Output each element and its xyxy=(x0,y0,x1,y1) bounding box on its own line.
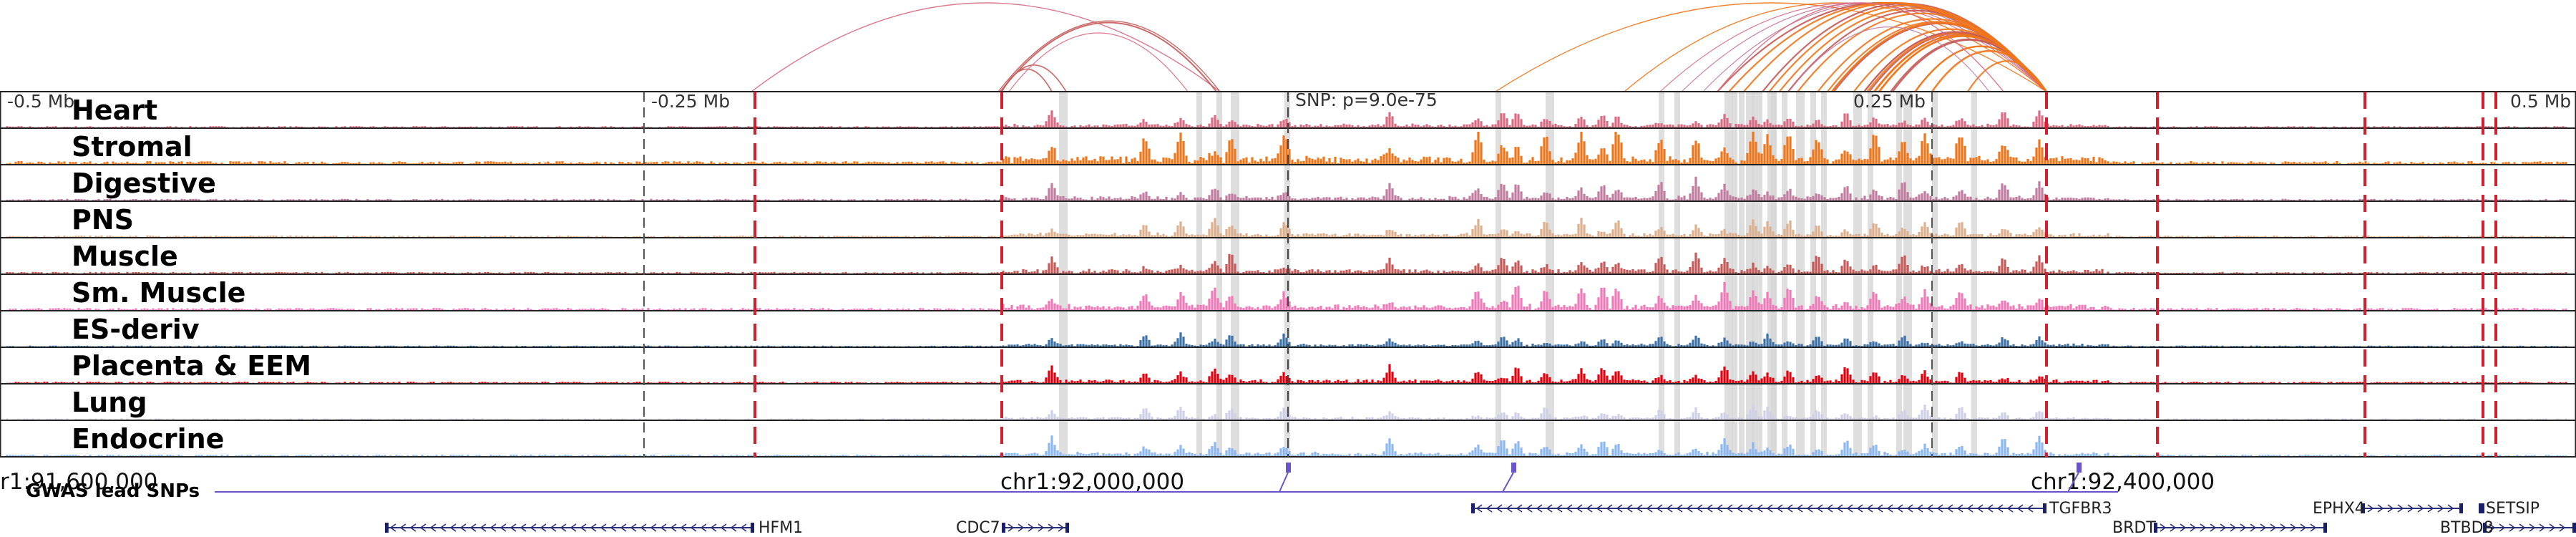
loop-arc-1 xyxy=(997,20,1221,92)
signal-es-deriv xyxy=(6,332,2567,347)
loop-arc-38 xyxy=(1967,60,2047,92)
gene-strand-arrows-cdc7 xyxy=(1008,523,1065,532)
gene-exon-end-hfm1 xyxy=(751,523,754,533)
scale-label-minus-0.25mb: -0.25 Mb xyxy=(651,91,730,112)
signal-pns xyxy=(6,218,2567,237)
gene-label-ephx4: EPHX4 xyxy=(2313,500,2365,518)
track-label-sm-muscle: Sm. Muscle xyxy=(72,277,245,309)
coordinate-91600000: r1:91,600,000 xyxy=(0,469,157,495)
gene-label-setsip: SETSIP xyxy=(2486,500,2540,518)
loop-arcs xyxy=(751,1,2048,92)
gene-strand-arrows-btbd8 xyxy=(2489,523,2566,532)
gene-exon-start-ephx4 xyxy=(2361,503,2365,513)
gene-strand-arrows-tgfbr3 xyxy=(1475,504,2034,513)
coordinate-92400000: chr1:92,400,000 xyxy=(2031,469,2215,495)
gene-label-tgfbr3: TGFBR3 xyxy=(2049,500,2112,518)
signal-stromal xyxy=(6,132,2567,164)
gene-strand-arrows-brdt xyxy=(2160,523,2317,532)
gene-label-hfm1: HFM1 xyxy=(758,519,803,537)
red-dashed-markers xyxy=(643,92,2497,457)
scale-label-plus-0.25mb: 0.25 Mb xyxy=(1853,91,1926,112)
loop-arc-4 xyxy=(1001,68,1053,92)
scale-label-minus-0.5mb: -0.5 Mb xyxy=(7,91,74,112)
gene-exon-start-hfm1 xyxy=(385,523,389,533)
gene-exon-start-cdc7 xyxy=(1002,523,1005,533)
gene-exon-end-cdc7 xyxy=(1065,523,1069,533)
gene-exon-end-btbd8 xyxy=(2572,523,2576,533)
signal-heart xyxy=(6,110,2567,127)
track-label-muscle: Muscle xyxy=(72,241,178,272)
loop-arc-0 xyxy=(751,2,1221,92)
gene-exon-end-brdt xyxy=(2323,523,2327,533)
signal-sm-muscle xyxy=(6,281,2567,310)
coordinate-92000000: chr1:92,000,000 xyxy=(1000,469,1184,495)
track-label-lung: Lung xyxy=(72,387,147,418)
signal-digestive xyxy=(6,176,2567,200)
snp-label: SNP: p=9.0e-75 xyxy=(1295,90,1438,110)
gene-strand-arrows-hfm1 xyxy=(389,523,747,532)
track-label-es-deriv: ES-deriv xyxy=(72,314,200,345)
gene-label-btbd8: BTBD8 xyxy=(2440,519,2494,537)
gene-track xyxy=(385,503,2576,533)
gwas-snp-stem-1 xyxy=(1502,472,1514,493)
scale-label-plus-0.5mb: 0.5 Mb xyxy=(2510,91,2571,112)
signal-muscle xyxy=(6,252,2567,274)
gene-exon-end-tgfbr3 xyxy=(2043,503,2046,513)
gene-exon-end-ephx4 xyxy=(2459,503,2463,513)
track-label-heart: Heart xyxy=(72,95,157,126)
gwas-track xyxy=(215,463,2118,493)
loop-arc-6 xyxy=(1495,2,2047,92)
signal-lung xyxy=(6,405,2567,420)
gwas-snp-marker-1 xyxy=(1511,463,1516,473)
track-label-pns: PNS xyxy=(72,204,134,236)
gwas-lead-snps-label: GWAS lead SNPs xyxy=(26,480,200,502)
loop-arc-5 xyxy=(1008,32,1189,92)
track-label-digestive: Digestive xyxy=(72,168,216,199)
gwas-snp-stem-2 xyxy=(2067,472,2079,493)
gene-label-brdt: BRDT xyxy=(2112,519,2156,537)
loop-arc-2 xyxy=(1000,21,1217,92)
gwas-snp-stem-0 xyxy=(1279,472,1289,493)
gene-exon-start-setsip xyxy=(2479,503,2482,513)
gene-exon-end-setsip xyxy=(2481,503,2484,513)
signal-placenta-eem xyxy=(6,364,2567,383)
gene-exon-start-brdt xyxy=(2154,523,2157,533)
gene-exon-start-btbd8 xyxy=(2483,523,2487,533)
track-label-placenta: Placenta & EEM xyxy=(72,350,311,382)
gene-exon-start-tgfbr3 xyxy=(1471,503,1475,513)
track-label-stromal: Stromal xyxy=(72,131,192,163)
track-label-endocrine: Endocrine xyxy=(72,423,224,455)
gwas-snp-marker-0 xyxy=(1286,463,1291,473)
signal-endocrine xyxy=(6,435,2567,456)
loop-arc-7 xyxy=(1624,2,2047,92)
gwas-snp-marker-2 xyxy=(2077,463,2082,473)
gene-label-cdc7: CDC7 xyxy=(956,519,1000,537)
loop-arc-40 xyxy=(1788,26,1990,92)
gene-strand-arrows-ephx4 xyxy=(2367,504,2454,513)
loop-arc-39 xyxy=(1717,2,2004,92)
